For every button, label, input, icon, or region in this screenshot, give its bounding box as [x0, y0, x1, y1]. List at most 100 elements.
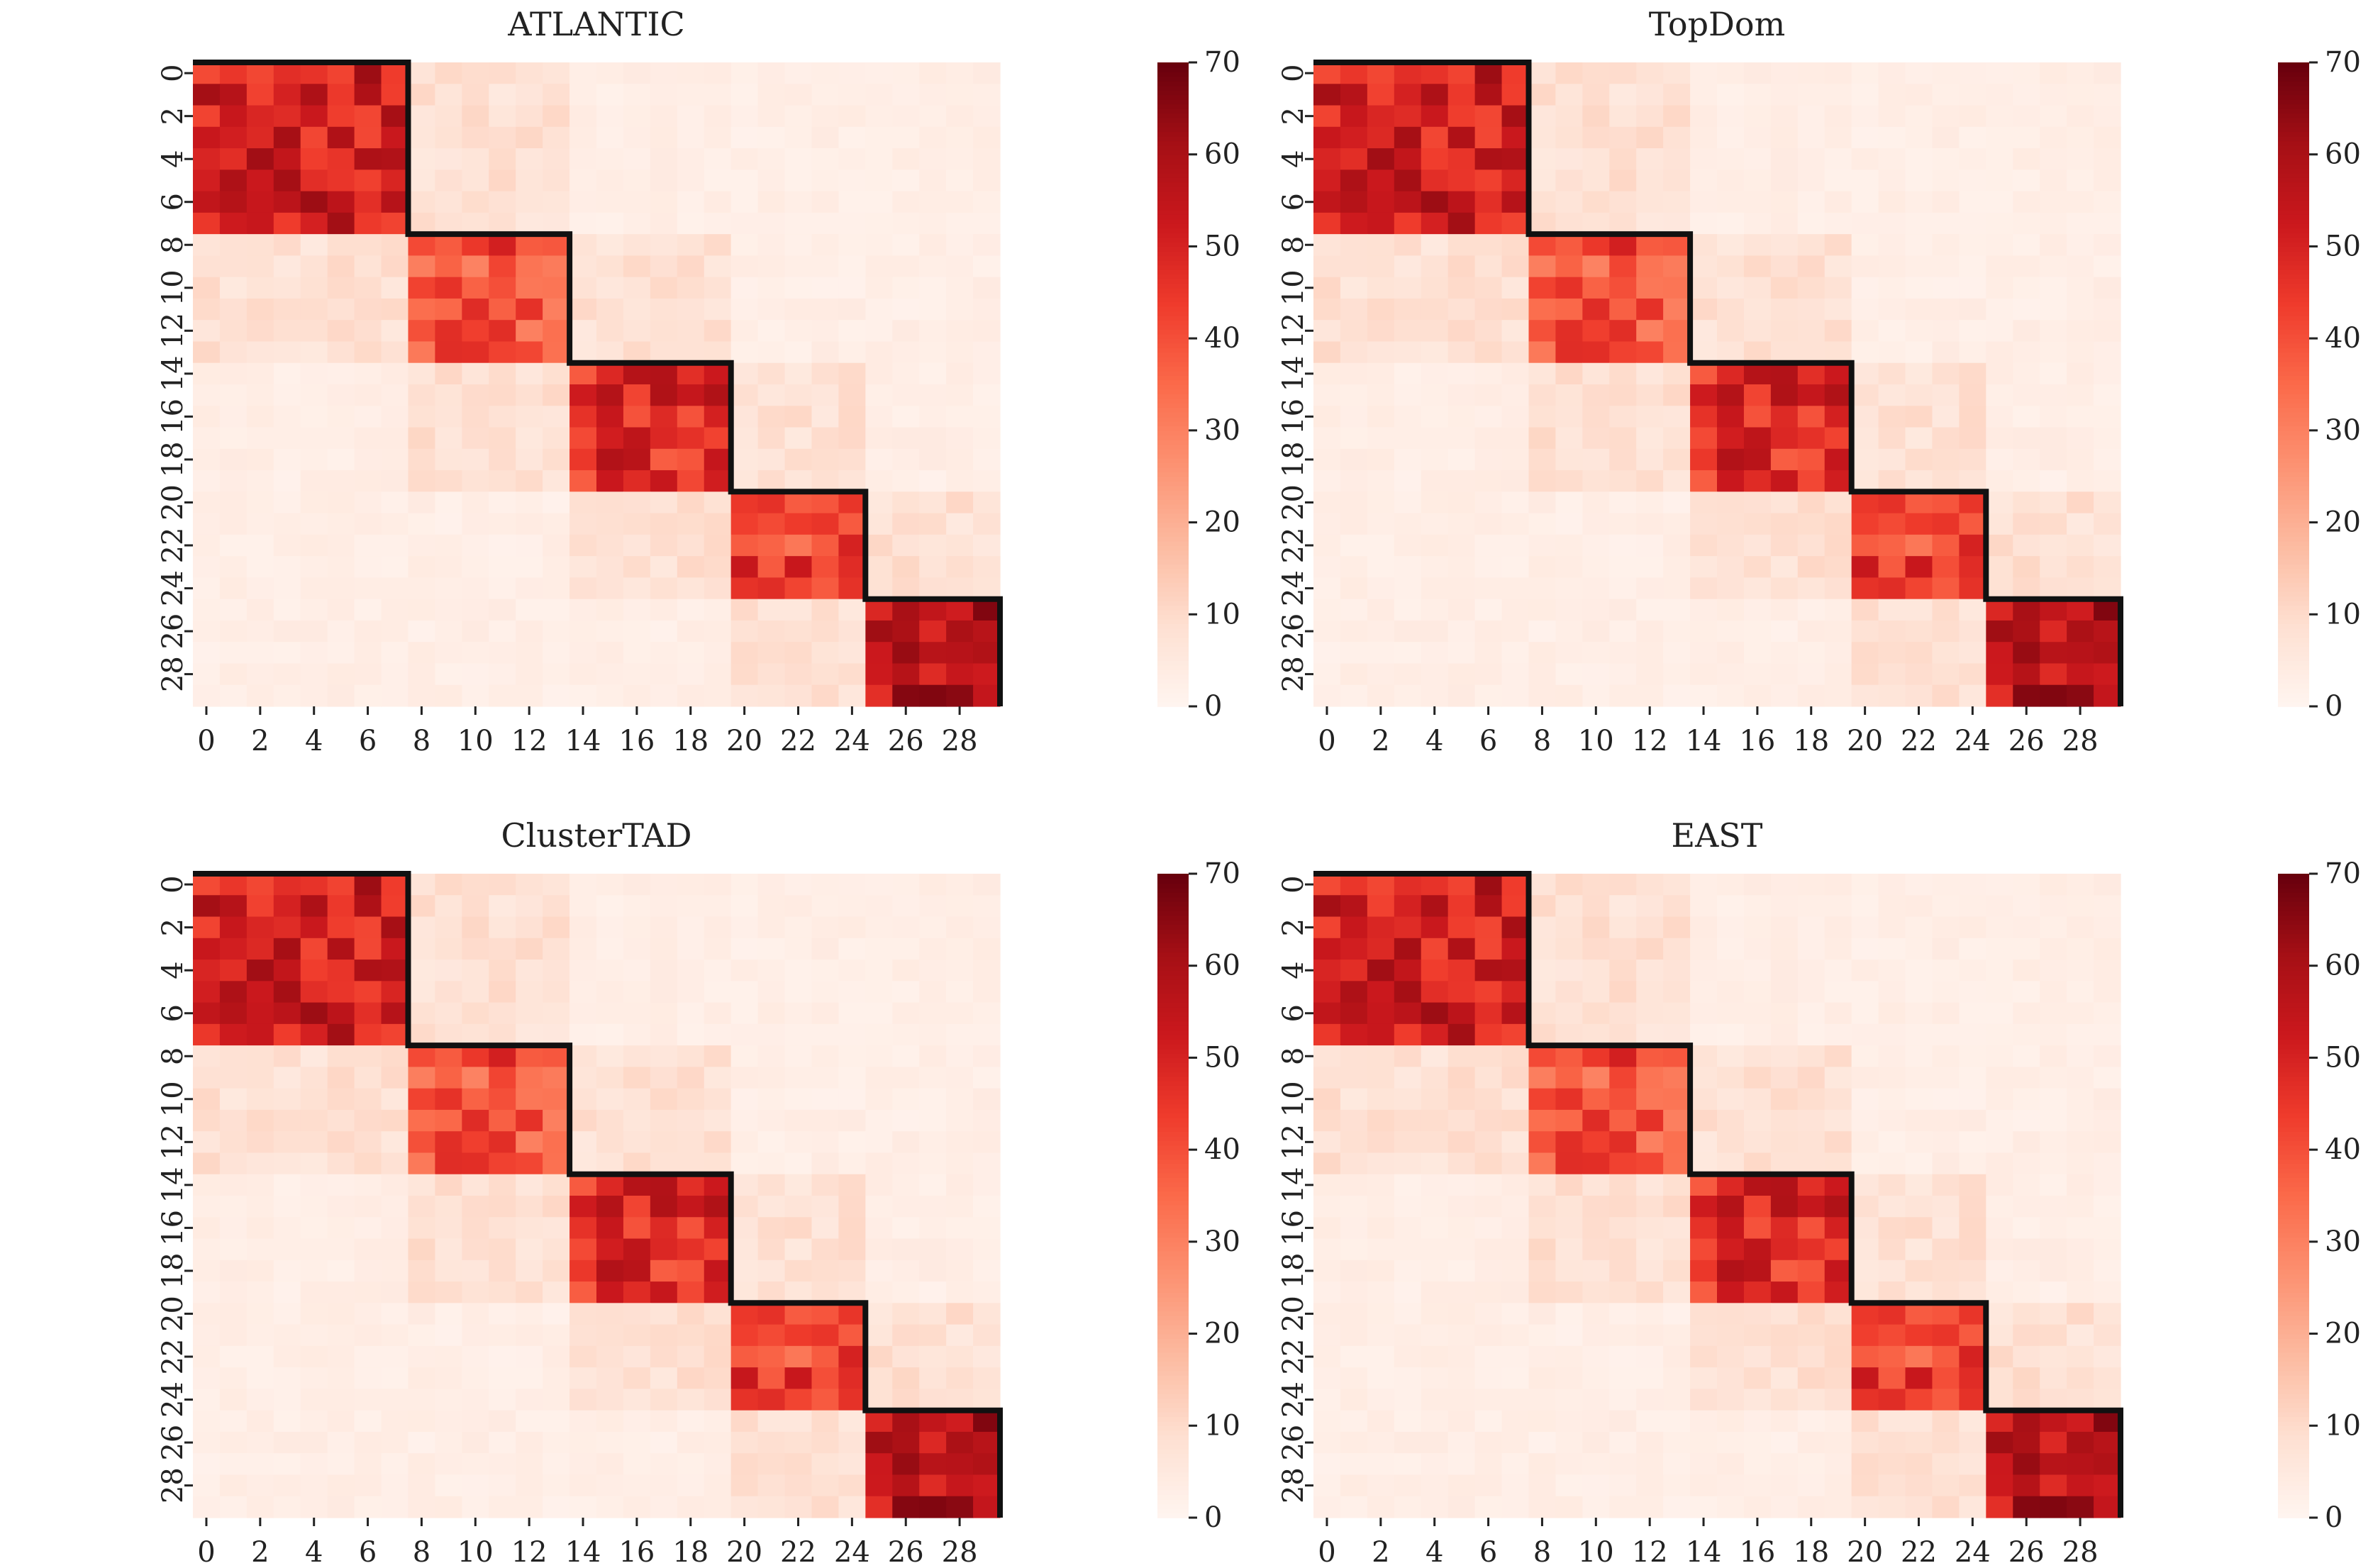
colorbar-segment: [1157, 1186, 1189, 1192]
heatmap-cell: [1717, 960, 1745, 982]
heatmap-cell: [973, 1260, 1001, 1282]
heatmap-cell: [1663, 298, 1691, 321]
heatmap-cell: [435, 642, 462, 665]
y-tick-label: 6: [1277, 193, 1310, 211]
colorbar-segment: [1157, 140, 1189, 146]
heatmap-cell: [892, 1496, 920, 1518]
colorbar-segment: [1157, 384, 1189, 390]
y-tick-label: 0: [157, 875, 189, 893]
heatmap-cell: [1447, 1303, 1476, 1325]
heatmap-cell: [2067, 1496, 2094, 1518]
heatmap-cell: [408, 642, 435, 665]
colorbar-segment: [1157, 241, 1189, 248]
heatmap-cell: [1690, 1023, 1718, 1046]
heatmap-cell: [1313, 1045, 1341, 1067]
heatmap-cell: [1743, 1431, 1772, 1454]
colorbar-segment: [1157, 1384, 1189, 1390]
heatmap-cell: [650, 556, 678, 578]
heatmap-cell: [489, 362, 516, 385]
heatmap-cell: [2094, 341, 2121, 364]
heatmap-cell: [1528, 105, 1556, 128]
colorbar-segment: [1157, 1117, 1189, 1123]
heatmap-cell: [2013, 663, 2040, 686]
heatmap-cell: [757, 981, 786, 1003]
heatmap-cell: [1394, 1088, 1422, 1111]
heatmap-cell: [1770, 1324, 1799, 1347]
heatmap-cell: [1447, 1410, 1476, 1433]
heatmap-cell: [1636, 1431, 1664, 1454]
heatmap-cell: [2013, 1023, 2040, 1046]
heatmap-cell: [677, 1410, 705, 1433]
colorbar-segment: [2278, 1177, 2309, 1183]
heatmap-cell: [1743, 1109, 1772, 1132]
colorbar-segment: [1157, 637, 1189, 643]
colorbar-segment: [2278, 274, 2309, 279]
heatmap-cell: [1501, 212, 1530, 235]
colorbar-segment: [1157, 444, 1189, 450]
heatmap-cell: [865, 1088, 893, 1111]
heatmap-cell: [1340, 191, 1368, 213]
colorbar-segment: [1157, 343, 1189, 348]
heatmap-cell: [219, 599, 248, 621]
colorbar-segment: [2278, 1333, 2309, 1339]
heatmap-cell: [865, 1281, 893, 1303]
heatmap-cell: [730, 1410, 759, 1433]
heatmap-cell: [1394, 1023, 1422, 1046]
heatmap-cell: [1959, 191, 1986, 213]
heatmap-cell: [1743, 491, 1772, 514]
heatmap-cell: [1501, 1109, 1530, 1132]
heatmap-cell: [1797, 212, 1825, 235]
heatmap-cell: [1905, 1389, 1933, 1411]
heatmap-cell: [596, 1109, 624, 1132]
heatmap-cell: [1501, 1067, 1530, 1089]
heatmap-cell: [1986, 255, 2013, 278]
heatmap-cell: [1797, 620, 1825, 643]
heatmap-cell: [1878, 981, 1906, 1003]
heatmap-cell: [1797, 916, 1825, 939]
heatmap-cell: [1528, 599, 1556, 621]
heatmap-cell: [193, 1260, 221, 1282]
heatmap-cell: [704, 1088, 732, 1111]
colorbar-segment: [1157, 1457, 1189, 1463]
heatmap-cell: [704, 1238, 732, 1261]
heatmap-cell: [2013, 1303, 2040, 1325]
heatmap-cell: [784, 406, 813, 428]
heatmap-cell: [1609, 960, 1637, 982]
heatmap-cell: [1932, 513, 1960, 535]
heatmap-cell: [1878, 470, 1906, 492]
heatmap-cell: [1851, 684, 1879, 707]
heatmap-cell: [1367, 341, 1395, 364]
heatmap-cell: [892, 255, 920, 278]
heatmap-cell: [1878, 126, 1906, 149]
x-tick-label: 2: [251, 1536, 269, 1568]
heatmap-cell: [838, 663, 866, 686]
colorbar-segment: [1157, 357, 1189, 362]
heatmap-cell: [2067, 212, 2094, 235]
heatmap-cell: [2013, 981, 2040, 1003]
colorbar-segment: [2278, 453, 2309, 459]
heatmap-cell: [1528, 874, 1556, 896]
colorbar-segment: [2278, 1457, 2309, 1463]
heatmap-cell: [919, 148, 947, 170]
heatmap-cell: [650, 1410, 678, 1433]
heatmap-cell: [1770, 384, 1799, 406]
heatmap-cell: [1663, 148, 1691, 170]
heatmap-cell: [1959, 470, 1986, 492]
heatmap-cell: [246, 448, 274, 471]
heatmap-cell: [1421, 427, 1449, 450]
heatmap-cell: [1690, 895, 1718, 918]
heatmap-cell: [1474, 448, 1503, 471]
heatmap-cell: [704, 491, 732, 514]
heatmap-cell: [784, 916, 813, 939]
colorbar-segment: [2278, 956, 2309, 962]
heatmap-cell: [300, 599, 328, 621]
colorbar-segment: [2278, 1025, 2309, 1031]
colorbar-segment: [2278, 1071, 2309, 1077]
colorbar-segment: [2278, 1213, 2309, 1220]
heatmap-cell: [677, 1367, 705, 1389]
heatmap-cell: [1421, 491, 1449, 514]
heatmap-cell: [1474, 384, 1503, 406]
heatmap-cell: [1474, 341, 1503, 364]
heatmap-cell: [1528, 1281, 1556, 1303]
heatmap-cell: [865, 1196, 893, 1218]
